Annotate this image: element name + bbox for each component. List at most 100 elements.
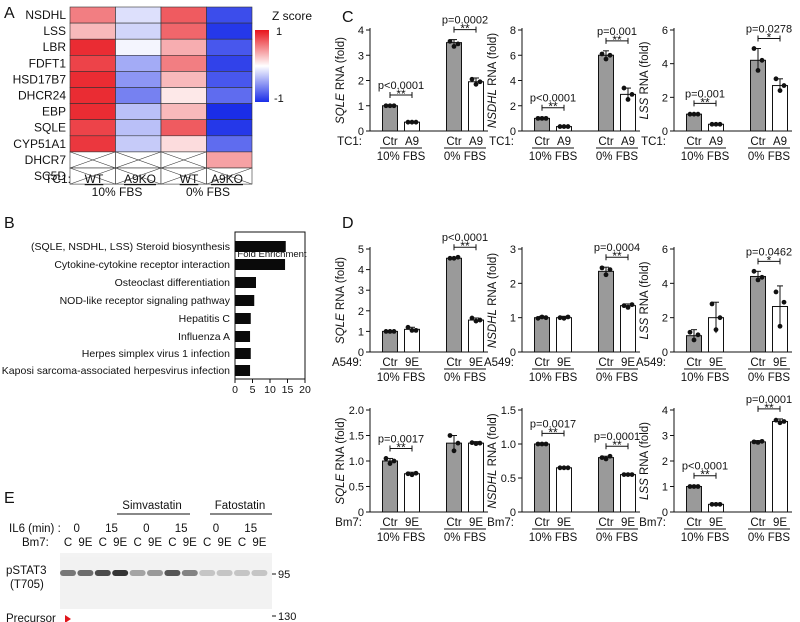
- y-axis-label: LSS RNA (fold): [639, 261, 651, 339]
- data-point: [447, 433, 453, 438]
- blot-pstat3: [60, 557, 272, 609]
- y-tick-label: 2.0: [349, 405, 364, 417]
- significance-stars: **: [460, 239, 470, 253]
- y-axis-gene: LSS: [639, 317, 651, 339]
- heatmap-na-mark: [69, 167, 116, 185]
- enrichment-tick-label: 10: [264, 384, 276, 396]
- x-category-label: Ctr: [686, 357, 702, 369]
- data-point: [405, 324, 411, 330]
- y-tick-label: 0: [662, 347, 668, 359]
- p-value-label: p=0.001: [597, 26, 637, 38]
- time-label: 15: [105, 523, 118, 535]
- cell-line-label: A549:: [332, 357, 362, 369]
- pstat3-site-label: (T705): [10, 579, 44, 591]
- y-axis-gene: SQLE: [335, 93, 347, 124]
- cell-line-label: A549:: [636, 357, 666, 369]
- data-point: [473, 318, 479, 324]
- heatmap-col-label: WT: [180, 172, 199, 186]
- bar: [446, 257, 462, 353]
- panel-letter-e: E: [4, 490, 15, 507]
- group-label: 0% FBS: [748, 532, 791, 544]
- heatmap-cell: [115, 71, 162, 88]
- data-point: [409, 472, 415, 478]
- il6-label: IL6 (min) :: [9, 523, 61, 535]
- data-point: [751, 439, 757, 445]
- heatmap-col-label: WT: [85, 172, 104, 186]
- significance-stars: **: [700, 468, 710, 482]
- enrichment-bar: [235, 259, 286, 270]
- cell-line-label: TC1:: [337, 136, 362, 148]
- heatmap-cell: [160, 71, 207, 88]
- data-point: [607, 453, 613, 459]
- data-point: [717, 501, 723, 507]
- heatmap-na-mark: [115, 151, 162, 169]
- time-label: 15: [175, 523, 188, 535]
- lane-label: C: [238, 537, 246, 549]
- y-tick-label: 2: [358, 76, 364, 88]
- lane-label: 9E: [78, 537, 92, 549]
- lane-label: C: [64, 537, 72, 549]
- data-point: [557, 124, 563, 129]
- heatmap-tc1-label: TC1:: [45, 172, 71, 186]
- lane-label: C: [99, 537, 107, 549]
- data-point: [759, 438, 765, 444]
- y-tick-label: 1: [510, 313, 516, 325]
- y-axis-gene: LSS: [639, 97, 651, 119]
- heatmap-cell: [69, 54, 116, 72]
- enrichment-term-label: NOD-like receptor signaling pathway: [60, 295, 231, 307]
- y-tick-label: 0: [358, 507, 364, 519]
- x-category-label: A9: [469, 136, 483, 148]
- bar: [382, 460, 398, 513]
- data-point: [455, 440, 461, 446]
- y-axis-label: NSDHL RNA (fold): [487, 33, 499, 128]
- group-label: 10% FBS: [377, 372, 426, 384]
- data-point: [413, 119, 419, 125]
- x-category-label: Ctr: [446, 136, 462, 148]
- heatmap-gene-label: DHCR24: [18, 89, 66, 103]
- p-value-label: p=0.0004: [594, 242, 640, 254]
- heatmap-cell: [69, 6, 116, 24]
- data-point: [751, 46, 757, 51]
- heatmap-cell: [115, 103, 162, 120]
- lane-label: 9E: [113, 537, 127, 549]
- bar-chart-panel: 0 2 4 6 LSS RNA (fold) **p=0.001 *p=0.0278 TC1:…: [639, 24, 792, 163]
- x-category-label: 9E: [773, 357, 787, 369]
- data-point: [413, 470, 419, 476]
- lane-label: C: [168, 537, 176, 549]
- y-tick-label: 4: [358, 265, 364, 277]
- heatmap-col-label: A9KO: [211, 172, 243, 186]
- data-point: [383, 329, 389, 334]
- heatmap-cell: [160, 22, 207, 40]
- data-point: [451, 255, 457, 261]
- data-point: [695, 484, 701, 489]
- data-point: [539, 441, 545, 447]
- mw-marker: 130: [278, 611, 296, 622]
- data-point: [717, 121, 723, 127]
- pstat3-band: [77, 570, 94, 576]
- group-label: 10% FBS: [681, 151, 730, 163]
- bar: [382, 105, 398, 132]
- panel-letter-d: D: [342, 215, 354, 232]
- heatmap-gene-label: HSD17B7: [13, 72, 67, 86]
- cell-line-label: Bm7:: [335, 517, 362, 529]
- data-point: [409, 119, 415, 125]
- enrichment-tick-label: 15: [282, 384, 294, 396]
- data-point: [543, 441, 549, 447]
- data-point: [607, 267, 613, 272]
- data-point: [777, 323, 783, 329]
- data-point: [391, 329, 397, 334]
- data-point: [599, 455, 605, 460]
- bar: [556, 317, 572, 353]
- y-tick-label: 2: [662, 456, 668, 468]
- data-point: [709, 301, 715, 307]
- heatmap-cell: [206, 151, 253, 169]
- bar: [468, 81, 484, 132]
- heatmap-cell: [115, 119, 162, 137]
- y-axis-unit: RNA (fold): [639, 41, 651, 97]
- pstat3-band: [147, 570, 163, 576]
- significance-stars: **: [700, 95, 710, 109]
- x-category-label: Ctr: [750, 357, 766, 369]
- x-category-label: 9E: [709, 357, 723, 369]
- data-point: [625, 304, 631, 310]
